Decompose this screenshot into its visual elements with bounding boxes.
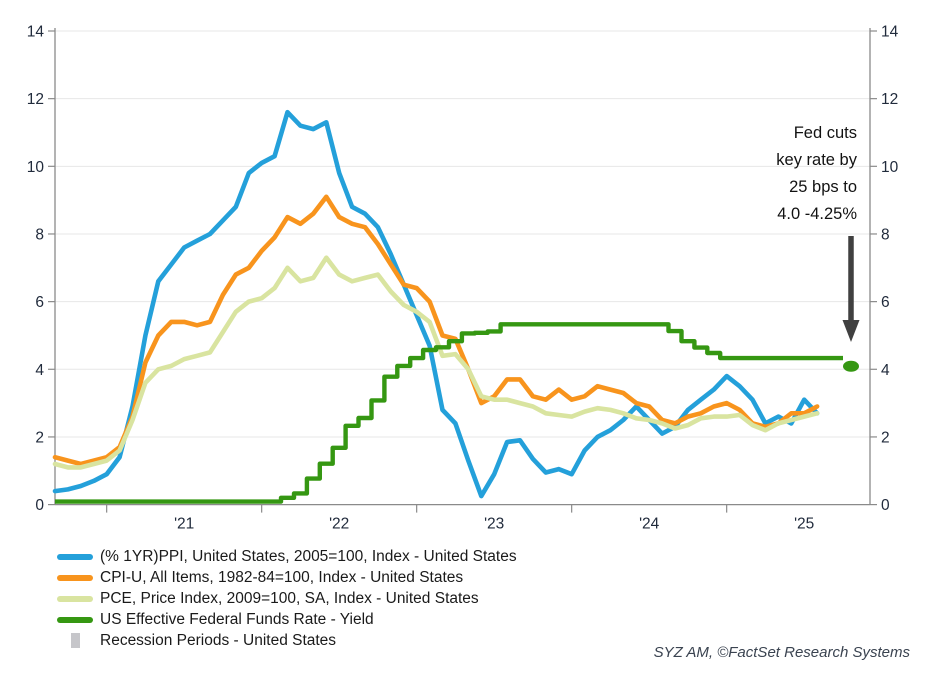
y-tick-label-left: 10 [27,159,45,176]
y-tick-label-right: 12 [881,91,898,108]
attribution-text: SYZ AM, ©FactSet Research Systems [653,644,910,661]
cpi-line-swatch-icon [57,574,93,581]
annotation-arrow-head [842,320,860,342]
legend-label: US Effective Federal Funds Rate - Yield [100,610,374,628]
pce-line [52,255,820,470]
legend-item-ppi: (% 1YR)PPI, United States, 2005=100, Ind… [57,546,517,567]
y-tick-label-right: 2 [881,429,890,446]
y-tick-label-left: 8 [35,226,44,243]
y-tick-label-right: 14 [881,24,899,41]
swatch-color [57,574,93,581]
cpi-line [52,194,820,467]
pce-line-swatch-icon [57,595,93,602]
ppi-line [52,109,820,499]
y-tick-label-left: 2 [35,429,44,446]
x-tick-label: '22 [329,516,349,533]
effr-latest-dot [843,360,859,372]
y-tick-label-right: 6 [881,294,890,311]
legend-label: PCE, Price Index, 2009=100, SA, Index - … [100,589,479,607]
x-tick-label: '25 [794,516,814,533]
legend-item-cpi: CPI-U, All Items, 1982-84=100, Index - U… [57,567,517,588]
effr-line [55,322,843,504]
y-tick-label-left: 14 [27,24,45,41]
y-tick-label-left: 4 [35,362,44,379]
legend-item-pce: PCE, Price Index, 2009=100, SA, Index - … [57,588,517,609]
y-tick-label-left: 12 [27,91,44,108]
ppi-line-swatch-icon [57,553,93,560]
effr-line-swatch-icon [57,616,93,623]
fed-cut-annotation: Fed cuts key rate by 25 bps to 4.0 -4.25… [776,124,857,223]
y-tick-label-right: 8 [881,226,890,243]
y-tick-label-left: 0 [35,497,44,514]
legend-item-effr: US Effective Federal Funds Rate - Yield [57,609,517,630]
y-tick-label-left: 6 [35,294,44,311]
x-tick-label: '21 [174,516,194,533]
recession-recession-swatch-icon [57,633,93,648]
chart-legend: (% 1YR)PPI, United States, 2005=100, Ind… [57,546,517,651]
swatch-color [70,633,80,648]
swatch-color [57,553,93,560]
y-tick-label-right: 0 [881,497,890,514]
x-tick-label: '23 [484,516,504,533]
legend-label: Recession Periods - United States [100,631,337,649]
legend-label: CPI-U, All Items, 1982-84=100, Index - U… [100,568,464,586]
swatch-color [57,616,93,623]
y-tick-label-right: 4 [881,362,890,379]
x-tick-label: '24 [639,516,660,533]
swatch-color [57,595,93,602]
legend-label: (% 1YR)PPI, United States, 2005=100, Ind… [100,547,517,565]
y-tick-label-right: 10 [881,159,899,176]
legend-item-recession: Recession Periods - United States [57,630,517,651]
